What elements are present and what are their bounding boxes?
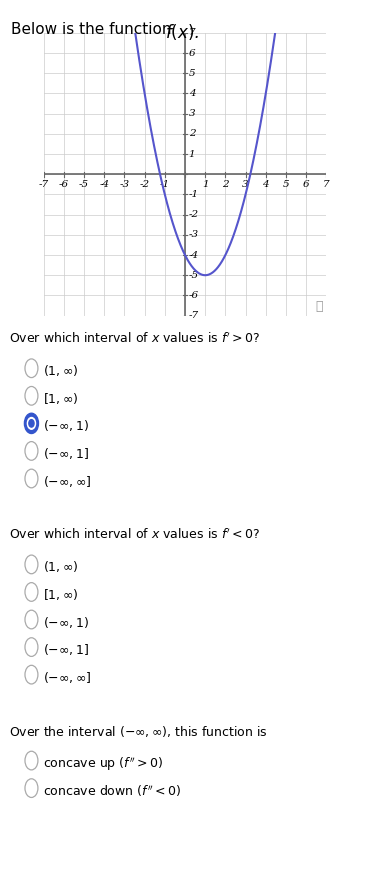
Text: 4: 4 (262, 180, 269, 189)
Text: $[1, \infty)$: $[1, \infty)$ (43, 587, 78, 602)
Text: -1: -1 (160, 180, 170, 189)
Text: concave up $(f'' > 0)$: concave up $(f'' > 0)$ (43, 756, 163, 773)
Text: -7: -7 (38, 180, 49, 189)
Text: Over the interval $(-\infty, \infty)$, this function is: Over the interval $(-\infty, \infty)$, t… (9, 724, 268, 739)
Text: $( - \infty, 1)$: $( - \infty, 1)$ (43, 419, 88, 434)
Text: -3: -3 (189, 230, 199, 239)
Text: 7: 7 (189, 28, 195, 37)
Text: -4: -4 (189, 251, 199, 260)
Text: Over which interval of $x$ values is $f' < 0$?: Over which interval of $x$ values is $f'… (9, 528, 260, 542)
Text: 6: 6 (189, 49, 195, 58)
Text: $( - \infty, \infty]$: $( - \infty, \infty]$ (43, 474, 91, 489)
Text: 3: 3 (189, 109, 195, 118)
Text: -3: -3 (120, 180, 130, 189)
Circle shape (29, 420, 34, 427)
Text: -2: -2 (139, 180, 150, 189)
Text: -5: -5 (189, 271, 199, 280)
Text: -2: -2 (189, 210, 199, 219)
Text: -5: -5 (79, 180, 89, 189)
Circle shape (27, 418, 36, 429)
Text: 7: 7 (323, 180, 330, 189)
Text: 2: 2 (222, 180, 229, 189)
Text: -4: -4 (99, 180, 109, 189)
Text: $(1, \infty)$: $(1, \infty)$ (43, 559, 78, 574)
Text: 1: 1 (202, 180, 209, 189)
Text: 1: 1 (189, 149, 195, 158)
Text: 5: 5 (283, 180, 289, 189)
Text: $( - \infty, 1)$: $( - \infty, 1)$ (43, 614, 88, 629)
Text: 2: 2 (189, 130, 195, 139)
Text: ⌕: ⌕ (316, 300, 323, 313)
Text: 5: 5 (189, 68, 195, 77)
Text: 3: 3 (242, 180, 249, 189)
Text: -1: -1 (189, 190, 199, 199)
Text: -6: -6 (189, 291, 199, 300)
Text: 6: 6 (303, 180, 309, 189)
Text: $( - \infty, 1]$: $( - \infty, 1]$ (43, 642, 88, 657)
Circle shape (24, 413, 38, 434)
Text: $( - \infty, \infty]$: $( - \infty, \infty]$ (43, 669, 91, 685)
Text: Over which interval of $x$ values is $f' > 0$?: Over which interval of $x$ values is $f'… (9, 332, 260, 346)
Text: -6: -6 (59, 180, 69, 189)
Text: $(1, \infty)$: $(1, \infty)$ (43, 364, 78, 379)
Text: 4: 4 (189, 89, 195, 98)
Text: $[1, \infty)$: $[1, \infty)$ (43, 391, 78, 406)
Text: $f(x)$.: $f(x)$. (165, 22, 199, 42)
Text: -7: -7 (189, 311, 199, 320)
Text: concave down $(f'' < 0)$: concave down $(f'' < 0)$ (43, 783, 181, 798)
Text: $( - \infty, 1]$: $( - \infty, 1]$ (43, 446, 88, 461)
Text: Below is the function: Below is the function (11, 22, 176, 37)
